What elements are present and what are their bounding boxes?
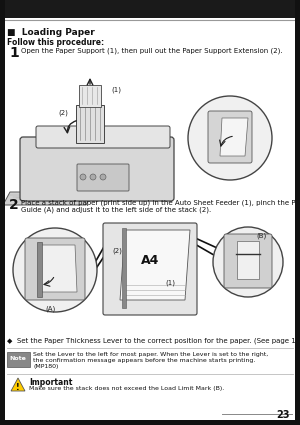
Bar xyxy=(0,0,300,18)
FancyBboxPatch shape xyxy=(76,105,104,143)
Bar xyxy=(0,0,5,425)
Bar xyxy=(122,228,126,308)
Circle shape xyxy=(90,174,96,180)
Polygon shape xyxy=(11,378,25,391)
Text: (2): (2) xyxy=(58,110,68,116)
Text: Important: Important xyxy=(29,378,72,387)
FancyBboxPatch shape xyxy=(103,223,197,315)
Polygon shape xyxy=(120,230,190,300)
Circle shape xyxy=(213,227,283,297)
FancyBboxPatch shape xyxy=(7,351,29,366)
FancyBboxPatch shape xyxy=(36,126,170,148)
Text: Place a stack of paper (print side up) in the Auto Sheet Feeder (1), pinch the P: Place a stack of paper (print side up) i… xyxy=(21,199,300,206)
Circle shape xyxy=(100,174,106,180)
Text: A4: A4 xyxy=(141,253,159,266)
Text: (1): (1) xyxy=(111,87,121,93)
Text: the confirmation message appears before the machine starts printing.: the confirmation message appears before … xyxy=(33,358,255,363)
Text: (A): (A) xyxy=(45,306,55,312)
Bar xyxy=(0,420,300,425)
FancyBboxPatch shape xyxy=(25,238,85,300)
FancyBboxPatch shape xyxy=(237,241,259,279)
Polygon shape xyxy=(220,118,248,156)
Text: Open the Paper Support (1), then pull out the Paper Support Extension (2).: Open the Paper Support (1), then pull ou… xyxy=(21,47,283,54)
Text: Set the Lever to the left for most paper. When the Lever is set to the right,: Set the Lever to the left for most paper… xyxy=(33,352,268,357)
Bar xyxy=(37,242,42,297)
Text: (1): (1) xyxy=(165,280,175,286)
Text: (MP180): (MP180) xyxy=(33,364,58,369)
Circle shape xyxy=(80,174,86,180)
Text: Loading Paper: Loading Paper xyxy=(7,6,102,19)
FancyBboxPatch shape xyxy=(20,137,174,201)
Text: Make sure the stack does not exceed the Load Limit Mark (B).: Make sure the stack does not exceed the … xyxy=(29,386,224,391)
Bar xyxy=(295,0,300,425)
Text: (B): (B) xyxy=(256,232,266,238)
FancyBboxPatch shape xyxy=(79,85,101,107)
Text: ◆  Set the Paper Thickness Lever to the correct position for the paper. (See pag: ◆ Set the Paper Thickness Lever to the c… xyxy=(7,338,300,345)
Text: 2: 2 xyxy=(9,198,19,212)
FancyBboxPatch shape xyxy=(77,164,129,191)
Text: Note: Note xyxy=(10,357,26,362)
Text: 23: 23 xyxy=(277,410,290,420)
Polygon shape xyxy=(40,245,77,292)
Text: Guide (A) and adjust it to the left side of the stack (2).: Guide (A) and adjust it to the left side… xyxy=(21,206,211,212)
Text: (2): (2) xyxy=(112,247,122,253)
Text: !: ! xyxy=(16,382,20,391)
Text: 1: 1 xyxy=(9,46,19,60)
FancyBboxPatch shape xyxy=(224,234,272,288)
FancyBboxPatch shape xyxy=(208,111,252,163)
Circle shape xyxy=(13,228,97,312)
Text: ■  Loading Paper: ■ Loading Paper xyxy=(7,28,95,37)
Circle shape xyxy=(188,96,272,180)
Polygon shape xyxy=(3,192,93,205)
Text: Follow this procedure:: Follow this procedure: xyxy=(7,38,104,47)
